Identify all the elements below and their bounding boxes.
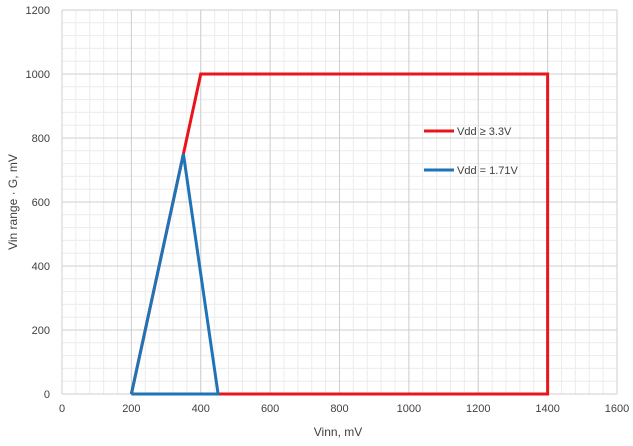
legend-label: Vdd = 1.71V (457, 165, 519, 177)
y-tick-label: 0 (44, 389, 50, 401)
y-tick-label: 600 (32, 197, 50, 209)
series-line-2 (129, 153, 220, 396)
y-axis-title: Vin range · G, mV (6, 154, 20, 250)
series-layer (129, 72, 550, 396)
x-tick-label: 800 (330, 403, 348, 415)
x-tick-label: 400 (192, 403, 210, 415)
y-tick-label: 400 (32, 261, 50, 273)
x-tick-label: 1600 (605, 403, 629, 415)
y-tick-label: 1200 (26, 5, 50, 17)
legend-label: Vdd ≥ 3.3V (457, 126, 512, 138)
x-tick-label: 0 (59, 403, 65, 415)
y-tick-label: 1000 (26, 69, 50, 81)
x-tick-label: 1400 (535, 403, 559, 415)
x-tick-label: 200 (122, 403, 140, 415)
y-tick-label: 200 (32, 325, 50, 337)
major-grid (61, 9, 618, 395)
x-axis-title: Vinn, mV (314, 425, 362, 439)
y-tick-label: 800 (32, 133, 50, 145)
y-axis-ticks: 0 200 400 600 800 1000 1200 (26, 5, 50, 401)
x-axis-ticks: 0 200 400 600 800 1000 1200 1400 1600 (59, 403, 629, 415)
x-tick-label: 1000 (397, 403, 421, 415)
x-tick-label: 600 (261, 403, 279, 415)
legend: Vdd ≥ 3.3V Vdd = 1.71V (424, 126, 519, 177)
x-tick-label: 1200 (466, 403, 490, 415)
